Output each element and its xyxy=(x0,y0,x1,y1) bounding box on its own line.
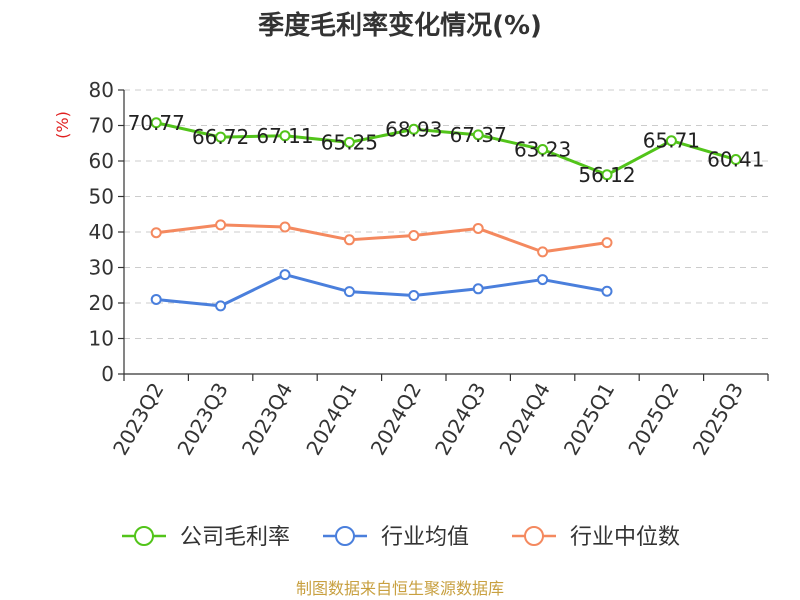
data-label: 56.12 xyxy=(578,163,635,187)
data-point xyxy=(730,154,742,166)
data-label: 68.93 xyxy=(385,117,442,141)
series-line xyxy=(156,223,608,254)
data-label: 60.41 xyxy=(707,148,764,172)
data-point xyxy=(472,222,484,234)
data-label: 66.72 xyxy=(192,125,249,149)
data-point xyxy=(472,283,484,295)
y-tick-label: 10 xyxy=(89,327,114,351)
data-point xyxy=(279,221,291,233)
data-point xyxy=(601,237,613,249)
data-point xyxy=(150,117,162,129)
x-tick-label: 2024Q2 xyxy=(366,379,426,460)
data-point xyxy=(215,300,227,312)
data-label: 67.11 xyxy=(256,124,313,148)
legend-label: 行业均值 xyxy=(381,525,469,550)
y-tick-label: 70 xyxy=(89,114,114,138)
legend-item[interactable]: 行业均值 xyxy=(323,525,469,550)
data-point xyxy=(472,129,484,141)
x-tick-label: 2025Q2 xyxy=(623,379,683,460)
source-note: 制图数据来自恒生聚源数据库 xyxy=(296,579,504,598)
data-label: 65.71 xyxy=(643,129,700,153)
y-tick-label: 40 xyxy=(89,220,114,244)
data-point xyxy=(601,169,613,181)
data-point xyxy=(150,227,162,239)
data-point xyxy=(215,219,227,231)
data-label: 67.37 xyxy=(450,123,507,147)
y-tick-label: 80 xyxy=(89,78,114,102)
x-tick-label: 2023Q4 xyxy=(237,379,297,460)
legend-marker xyxy=(134,526,154,546)
data-point xyxy=(408,230,420,242)
y-tick-label: 50 xyxy=(89,185,114,209)
x-tick-label: 2023Q3 xyxy=(172,379,232,460)
data-labels: 70.77 66.72 67.11 65.25 68.93 67.37 63.23 56.12… xyxy=(128,111,765,187)
data-point xyxy=(537,246,549,258)
data-point xyxy=(279,269,291,281)
data-label: 70.77 xyxy=(128,111,185,135)
data-point xyxy=(343,136,355,148)
y-tick-label: 0 xyxy=(101,362,114,386)
data-point xyxy=(408,290,420,302)
x-axis: 2023Q2 2023Q3 2023Q4 2024Q1 2024Q2 2024Q3 2024… xyxy=(108,373,769,460)
data-label: 63.23 xyxy=(514,138,571,162)
legend-item[interactable]: 公司毛利率 xyxy=(122,525,290,550)
data-point xyxy=(150,293,162,305)
data-point xyxy=(537,144,549,156)
data-point xyxy=(343,286,355,298)
data-point xyxy=(537,274,549,286)
legend-marker xyxy=(524,526,544,546)
y-tick-label: 60 xyxy=(89,149,114,173)
data-point xyxy=(343,234,355,246)
data-point xyxy=(601,285,613,297)
x-tick-label: 2025Q3 xyxy=(688,379,748,460)
data-point xyxy=(408,123,420,135)
series-line xyxy=(155,121,737,177)
chart-title: 季度毛利率变化情况(%) xyxy=(258,10,542,41)
legend-item[interactable]: 行业中位数 xyxy=(512,525,680,550)
x-tick-label: 2025Q1 xyxy=(559,379,619,460)
legend[interactable]: 公司毛利率 行业均值 行业中位数 xyxy=(122,525,680,550)
data-point xyxy=(279,130,291,142)
x-tick-label: 2024Q1 xyxy=(301,379,361,460)
legend-label: 公司毛利率 xyxy=(180,525,290,550)
y-axis: 0 10 20 30 40 50 60 70 80 xyxy=(89,78,125,386)
y-tick-label: 30 xyxy=(89,256,114,280)
x-tick-label: 2024Q3 xyxy=(430,379,490,460)
y-tick-label: 20 xyxy=(89,291,114,315)
data-label: 65.25 xyxy=(321,130,378,154)
series-line xyxy=(156,273,608,308)
legend-label: 行业中位数 xyxy=(570,525,680,550)
y-axis-unit: (%) xyxy=(53,111,72,139)
x-tick-label: 2024Q4 xyxy=(494,379,554,460)
x-tick-label: 2023Q2 xyxy=(108,379,168,460)
data-point xyxy=(665,135,677,147)
legend-marker xyxy=(335,526,355,546)
data-point xyxy=(215,131,227,143)
series-group xyxy=(150,117,742,312)
